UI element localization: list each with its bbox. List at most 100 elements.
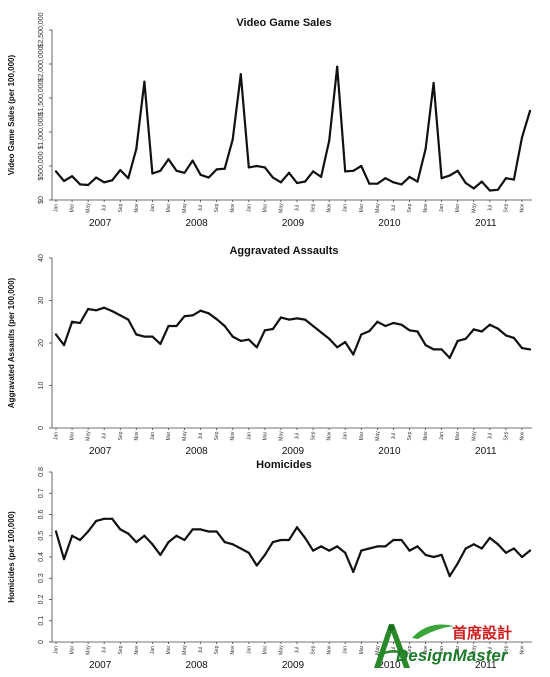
- homicides-data-point: [135, 541, 138, 544]
- homicides-month-label: Jul: [198, 647, 204, 653]
- watermark-chinese-text: 首席設計: [452, 624, 513, 642]
- homicides-data-point: [143, 534, 146, 537]
- homicides-month-label: Sep: [407, 645, 413, 654]
- video-game-sales-title: Video Game Sales: [236, 17, 331, 29]
- homicides-year-label: 2008: [185, 660, 208, 671]
- homicides-month-label: Mar: [262, 645, 268, 654]
- homicides-month-label: Sep: [311, 645, 317, 654]
- video-game-sales-data-point: [231, 138, 234, 141]
- homicides-y-tick-label: 0.5: [38, 531, 45, 541]
- aggravated-assaults-month-label: Sep: [118, 431, 124, 440]
- homicides-month-label: Jul: [391, 647, 397, 653]
- aggravated-assaults-data-point: [247, 338, 250, 341]
- video-game-sales-month-label: Jan: [54, 204, 60, 212]
- video-game-sales-year-label: 2008: [185, 218, 208, 229]
- video-game-sales-month-label: Sep: [407, 203, 413, 212]
- aggravated-assaults-data-point: [400, 323, 403, 326]
- aggravated-assaults-data-point: [295, 317, 299, 320]
- video-game-sales-data-point: [103, 181, 106, 184]
- homicides-month-label: Mar: [70, 645, 76, 654]
- aggravated-assaults-month-label: May: [182, 431, 188, 441]
- homicides-month-label: Jan: [439, 646, 445, 654]
- video-game-sales-month-label: Mar: [455, 203, 461, 212]
- aggravated-assaults-data-point: [263, 329, 266, 332]
- homicides-data-point: [287, 538, 291, 542]
- leaf-swoosh-icon: [412, 624, 454, 639]
- video-game-sales-month-label: May: [471, 203, 477, 213]
- video-game-sales-data-point: [271, 176, 275, 179]
- aggravated-assaults-y-tick-label: 40: [38, 254, 45, 262]
- aggravated-assaults-data-point: [368, 330, 371, 333]
- video-game-sales-data-point: [336, 65, 339, 68]
- aggravated-assaults-data-point: [520, 347, 524, 350]
- homicides-data-point: [512, 547, 516, 550]
- video-game-sales-data-point: [191, 159, 194, 162]
- aggravated-assaults-month-label: Jan: [343, 432, 349, 440]
- homicides-data-point: [448, 575, 451, 578]
- aggravated-assaults-year-label: 2008: [185, 446, 208, 457]
- aggravated-assaults-data-point: [62, 344, 66, 347]
- video-game-sales-data-point: [496, 188, 499, 191]
- homicides-data-point: [344, 551, 347, 554]
- video-game-sales-data-point: [384, 177, 387, 180]
- aggravated-assaults-data-point: [328, 337, 331, 340]
- homicides-month-label: Jan: [150, 646, 156, 654]
- aggravated-assaults-month-label: Jul: [102, 433, 108, 439]
- homicides-title: Homicides: [256, 459, 312, 471]
- video-game-sales-month-label: May: [278, 203, 284, 213]
- homicides-data-point: [279, 538, 283, 542]
- homicides-month-label: May: [375, 645, 381, 655]
- homicides-data-point: [87, 530, 90, 533]
- homicides-month-label: Jan: [343, 646, 349, 654]
- video-game-sales-y-tick-label: $0: [38, 196, 45, 204]
- homicides-y-tick-label: 0.3: [38, 573, 45, 583]
- aggravated-assaults-month-label: Nov: [327, 431, 333, 440]
- aggravated-assaults-month-label: Jul: [198, 433, 204, 439]
- video-game-sales-month-label: Nov: [134, 203, 140, 212]
- aggravated-assaults-data-point: [175, 324, 178, 328]
- aggravated-assaults-data-point: [488, 323, 491, 326]
- homicides-month-label: Sep: [118, 645, 124, 654]
- aggravated-assaults-data-point: [504, 334, 507, 337]
- homicides-data-point: [215, 530, 218, 533]
- video-game-sales-year-label: 2010: [378, 218, 401, 229]
- aggravated-assaults-series-line: [54, 306, 532, 359]
- video-game-sales-month-label: Sep: [311, 203, 317, 212]
- aggravated-assaults-data-point: [392, 321, 395, 325]
- aggravated-assaults-data-point: [79, 321, 82, 325]
- video-game-sales-data-point: [448, 174, 451, 177]
- homicides-month-label: Jul: [295, 647, 301, 653]
- aggravated-assaults-data-point: [456, 339, 459, 342]
- aggravated-assaults-data-point: [464, 337, 467, 340]
- homicides-series-line: [54, 517, 532, 578]
- video-game-sales-data-point: [456, 169, 459, 172]
- video-game-sales-data-point: [183, 171, 186, 174]
- aggravated-assaults-y-tick-label: 30: [38, 297, 45, 305]
- video-game-sales-month-label: Nov: [230, 203, 236, 212]
- aggravated-assaults-month-label: Mar: [70, 431, 76, 440]
- video-game-sales-month-label: Jul: [198, 205, 204, 211]
- homicides-data-point: [191, 528, 194, 531]
- homicides-month-label: Sep: [214, 645, 220, 654]
- homicides-data-point: [70, 534, 74, 537]
- video-game-sales-data-point: [215, 168, 218, 171]
- homicides-data-point: [207, 530, 210, 533]
- video-game-sales-data-point: [111, 179, 114, 182]
- homicides-data-point: [496, 543, 499, 546]
- aggravated-assaults-data-point: [95, 309, 98, 312]
- homicides-data-point: [127, 532, 130, 535]
- video-game-sales-year-label: 2007: [89, 218, 112, 229]
- video-game-sales-data-point: [472, 187, 475, 190]
- aggravated-assaults-month-label: Mar: [359, 431, 365, 440]
- video-game-sales-data-point: [440, 177, 443, 180]
- homicides-data-point: [311, 549, 315, 552]
- video-game-sales-data-point: [480, 180, 483, 183]
- aggravated-assaults-data-point: [424, 344, 427, 347]
- aggravated-assaults-month-label: Nov: [519, 431, 525, 440]
- homicides-year-label: 2009: [282, 660, 305, 671]
- video-game-sales-month-label: Jul: [391, 205, 397, 211]
- video-game-sales-data-point: [488, 189, 491, 192]
- homicides-month-label: Mar: [166, 645, 172, 654]
- homicides-data-point: [352, 570, 355, 573]
- video-game-sales-data-point: [62, 179, 66, 183]
